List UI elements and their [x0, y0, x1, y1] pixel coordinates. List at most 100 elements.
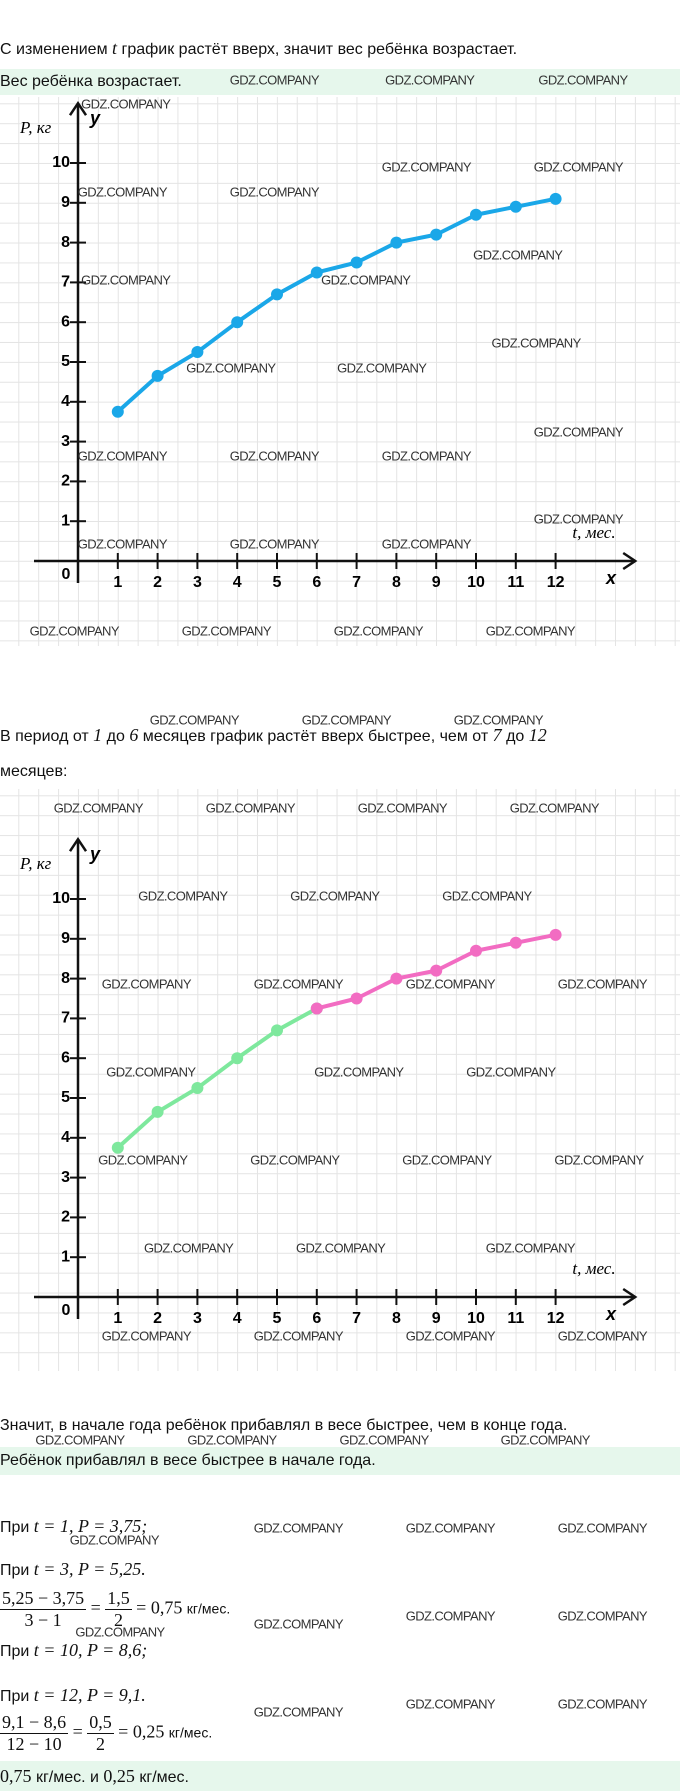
- x-tick-label: 8: [392, 1310, 401, 1327]
- numerator: 0,5: [87, 1712, 114, 1734]
- fraction: 1,5 2: [105, 1588, 132, 1631]
- conclusion: Значит, в начале года ребёнок прибавлял …: [0, 1417, 568, 1434]
- denominator: 2: [95, 1734, 105, 1754]
- data-point: [549, 928, 562, 941]
- watermark: GDZ.COMPANY: [381, 536, 472, 552]
- watermark: GDZ.COMPANY: [98, 1152, 188, 1168]
- y-label: P, кг: [19, 854, 52, 873]
- y-tick-label: 9: [61, 930, 70, 947]
- math: = 0,75: [136, 1597, 183, 1618]
- y-tick-label: 4: [61, 1129, 70, 1146]
- watermark: GDZ.COMPANY: [138, 888, 228, 904]
- watermark: GDZ.COMPANY: [81, 96, 171, 112]
- watermark: GDZ.COMPANY: [35, 1432, 125, 1448]
- watermark: GDZ.COMPANY: [205, 800, 296, 816]
- calc-line: При t = 12, P = 9,1.: [0, 1684, 146, 1708]
- x-tick-label: 12: [547, 1310, 565, 1327]
- denominator: 12 − 10: [6, 1734, 62, 1754]
- y-tick-label: 3: [61, 433, 70, 450]
- x-axis-arrow: [622, 551, 638, 571]
- watermark: GDZ.COMPANY: [405, 1520, 496, 1536]
- x-tick-label: 3: [193, 1310, 202, 1327]
- answer: Вес ребёнка возрастает.: [0, 73, 182, 90]
- watermark: GDZ.COMPANY: [485, 1240, 576, 1256]
- math: t: [112, 38, 118, 58]
- x-tick-label: 7: [352, 1310, 361, 1327]
- math: 6: [129, 725, 139, 745]
- watermark: GDZ.COMPANY: [538, 72, 628, 88]
- x-tick-label: 6: [312, 1310, 321, 1327]
- x-tick-label: 12: [547, 574, 565, 591]
- watermark: GDZ.COMPANY: [253, 1328, 344, 1344]
- watermark: GDZ.COMPANY: [357, 800, 448, 816]
- x-tick-label: 5: [273, 574, 282, 591]
- y-axis-arrow: [68, 836, 88, 852]
- math: t = 12, P = 9,1.: [33, 1685, 146, 1705]
- data-point: [350, 992, 363, 1005]
- text: кг/мес.: [139, 1769, 189, 1786]
- x-tick-label: 5: [273, 1310, 282, 1327]
- x-tick-label: 11: [507, 1310, 524, 1327]
- watermark: GDZ.COMPANY: [466, 1064, 556, 1080]
- numerator: 1,5: [105, 1588, 132, 1610]
- watermark: GDZ.COMPANY: [557, 1520, 648, 1536]
- watermark: GDZ.COMPANY: [381, 448, 472, 464]
- data-point: [231, 316, 244, 329]
- watermark: GDZ.COMPANY: [106, 1064, 196, 1080]
- watermark: GDZ.COMPANY: [554, 1152, 644, 1168]
- y-tick-label: 1: [61, 1248, 70, 1265]
- watermark: GDZ.COMPANY: [405, 976, 496, 992]
- watermark: GDZ.COMPANY: [186, 360, 276, 376]
- watermark: GDZ.COMPANY: [509, 800, 600, 816]
- data-point: [350, 256, 363, 269]
- text: При: [0, 1519, 30, 1536]
- calc-line: При t = 10, P = 8,6;: [0, 1639, 147, 1663]
- watermark: GDZ.COMPANY: [253, 1616, 344, 1632]
- numerator: 5,25 − 3,75: [0, 1588, 87, 1610]
- x-tick-label: 7: [352, 574, 361, 591]
- calc-fraction: 9,1 − 8,6 12 − 10 = 0,5 2 = 0,25 кг/мес.: [0, 1712, 212, 1755]
- math: 7: [492, 725, 502, 745]
- x-tick-label: 8: [392, 574, 401, 591]
- watermark: GDZ.COMPANY: [557, 1696, 648, 1712]
- y-tick-label: 5: [61, 1089, 70, 1106]
- watermark: GDZ.COMPANY: [229, 72, 320, 88]
- fraction: 0,5 2: [87, 1712, 114, 1755]
- y-tick-label: 7: [61, 274, 70, 291]
- x-tick-label: 1: [113, 574, 122, 591]
- data-point: [231, 1052, 244, 1065]
- watermark: GDZ.COMPANY: [229, 448, 320, 464]
- data-point: [111, 405, 124, 418]
- data-line: [116, 1006, 318, 1150]
- data-point: [151, 1105, 164, 1118]
- x-label: t, мес.: [572, 1259, 615, 1278]
- watermark: GDZ.COMPANY: [500, 1432, 591, 1448]
- math: t = 10, P = 8,6;: [33, 1640, 148, 1660]
- fraction: 5,25 − 3,75 3 − 1: [0, 1588, 87, 1631]
- watermark: GDZ.COMPANY: [296, 1240, 386, 1256]
- y-label: P, кг: [19, 118, 52, 137]
- watermark: GDZ.COMPANY: [557, 1608, 648, 1624]
- watermark: GDZ.COMPANY: [491, 335, 581, 351]
- calc-line: При t = 3, P = 5,25.: [0, 1558, 146, 1582]
- y-tick-label: 9: [61, 194, 70, 211]
- text: месяцев график растёт вверх быстрее, чем…: [142, 728, 489, 745]
- math: = 0,25: [118, 1721, 165, 1742]
- x-tick-label: 9: [432, 1310, 441, 1327]
- y-tick-label: 8: [61, 234, 70, 251]
- data-point: [390, 972, 403, 985]
- numerator: 9,1 − 8,6: [0, 1712, 69, 1734]
- x-tick-label: 10: [467, 1310, 485, 1327]
- origin-label: 0: [62, 566, 71, 583]
- y-tick-label: 1: [61, 512, 70, 529]
- math: 1: [93, 725, 103, 745]
- watermark: GDZ.COMPANY: [81, 272, 171, 288]
- watermark: GDZ.COMPANY: [69, 1532, 160, 1548]
- watermark: GDZ.COMPANY: [314, 1064, 404, 1080]
- watermark: GDZ.COMPANY: [453, 712, 544, 728]
- unit: кг/мес.: [186, 1600, 231, 1617]
- unit: кг/мес.: [168, 1724, 213, 1741]
- y-tick-label: 3: [61, 1169, 70, 1186]
